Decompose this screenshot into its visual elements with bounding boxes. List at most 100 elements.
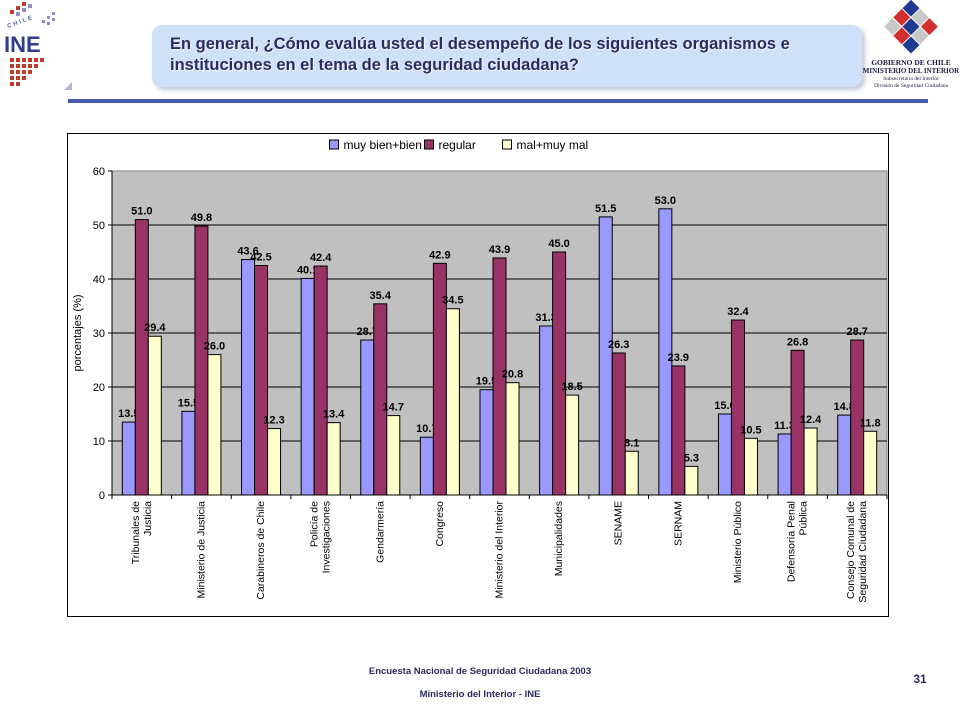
slide-title: En general, ¿Cómo evalúa usted el desemp… — [170, 35, 790, 74]
data-label: 13.5 — [118, 408, 139, 420]
data-label: 45.0 — [548, 238, 569, 250]
category-label-line: Carabineros de Chile — [255, 501, 267, 600]
bar-2 — [194, 225, 209, 496]
bar-3 — [326, 422, 341, 496]
ine-logo: CHILE INE — [4, 2, 72, 90]
data-label: 43.9 — [489, 244, 510, 256]
category-label-line: Congreso — [434, 501, 446, 547]
category-label: Ministerio Público — [732, 501, 744, 583]
bar-2 — [790, 349, 805, 496]
data-label: 11.8 — [860, 417, 881, 429]
data-label: 11.3 — [774, 420, 795, 432]
data-label: 20.8 — [502, 369, 523, 381]
y-tick-label: 10 — [93, 436, 105, 448]
data-label: 14.8 — [833, 401, 854, 413]
bar-1 — [121, 421, 136, 496]
bar-1 — [539, 325, 554, 496]
gobierno-de-chile-text: GOBIERNO DE CHILE MINISTERIO DEL INTERIO… — [862, 58, 960, 90]
bar-3 — [565, 394, 580, 496]
data-label: 28.7 — [846, 326, 867, 338]
category-label: SENAME — [613, 501, 625, 545]
bar-2 — [552, 251, 567, 496]
data-label: 14.7 — [383, 402, 404, 414]
chart-container: 0 10 20 30 40 50 60 porcentajes (%) 13.5 51.0 29.4… — [67, 133, 889, 617]
category-label-line: Tribunales de — [130, 501, 142, 564]
category-label: Municipalidades — [553, 501, 565, 576]
data-label: 53.0 — [655, 195, 676, 207]
bar-1 — [837, 414, 852, 496]
data-label: 28.7 — [357, 326, 378, 338]
bar-1 — [419, 436, 434, 496]
bar-3 — [624, 450, 639, 496]
bar-3 — [684, 465, 699, 496]
gobierno-de-chile-logo — [884, 0, 938, 54]
y-tick-label: 50 — [93, 220, 105, 232]
y-tick-label: 0 — [99, 490, 105, 502]
gov-line-4: División de Seguridad Ciudadana — [873, 83, 949, 89]
category-label-line: Justicia — [142, 501, 154, 536]
data-label: 31.3 — [535, 312, 556, 324]
bar-3 — [445, 308, 460, 496]
footer: Encuesta Nacional de Seguridad Ciudadana… — [300, 660, 660, 706]
category-label: Consejo Comunal deSeguridad Ciudadana — [845, 501, 869, 603]
footer-ministry: Ministerio del Interior - INE — [419, 689, 541, 700]
gov-line-2: MINISTERIO DEL INTERIOR — [862, 67, 960, 75]
data-label: 34.5 — [442, 295, 463, 307]
category-label-line: Seguridad Ciudadana — [857, 501, 869, 603]
bar-3 — [207, 354, 222, 496]
ine-logo-text: INE — [4, 32, 41, 57]
category-label-line: Ministerio del Interior — [494, 500, 506, 598]
bar-1 — [658, 208, 673, 496]
category-label: Defensoría PenalPública — [786, 501, 810, 582]
category-label: Gendarmería — [374, 501, 386, 563]
bar-2 — [254, 265, 269, 496]
category-label: Carabineros de Chile — [255, 501, 267, 600]
category-label-line: Gendarmería — [374, 501, 386, 563]
bar-3 — [505, 382, 520, 496]
y-tick-label: 60 — [93, 166, 105, 178]
data-label: 23.9 — [668, 352, 689, 364]
category-label-line: Municipalidades — [553, 501, 565, 576]
bar-2 — [611, 352, 626, 496]
data-label: 12.4 — [800, 414, 822, 426]
bar-3 — [147, 335, 162, 496]
bar-1 — [717, 413, 732, 496]
ine-country-text: CHILE — [7, 15, 35, 30]
bar-2 — [850, 339, 865, 496]
y-tick-label: 40 — [93, 274, 105, 286]
category-label-line: Consejo Comunal de — [845, 501, 857, 599]
bar-2 — [134, 219, 149, 496]
category-label-line: SENAME — [613, 501, 625, 545]
gov-line-3: Subsecretaría del Interior — [883, 76, 939, 82]
data-label: 42.9 — [429, 249, 450, 261]
bar-1 — [360, 339, 375, 496]
data-label: 5.3 — [684, 452, 699, 464]
ine-corner-shape — [64, 82, 72, 90]
category-label: Policía deInvestigaciones — [309, 501, 333, 574]
category-label-line: Investigaciones — [321, 501, 333, 573]
bar-2 — [373, 303, 388, 496]
footer-survey-name: Encuesta Nacional de Seguridad Ciudadana… — [368, 666, 592, 677]
legend-label: regular — [439, 138, 476, 152]
bar-1 — [241, 259, 256, 496]
header-divider — [68, 99, 928, 103]
data-label: 8.1 — [624, 437, 639, 449]
data-label: 32.4 — [727, 306, 749, 318]
category-label: Congreso — [434, 501, 446, 547]
bar-1 — [300, 277, 315, 496]
category-label: Tribunales deJusticia — [130, 501, 154, 564]
legend-label: muy bien+bien — [344, 138, 422, 152]
bar-1 — [777, 433, 792, 496]
category-label-line: Defensoría Penal — [786, 501, 798, 582]
bar-2 — [730, 319, 745, 496]
data-label: 13.4 — [323, 409, 345, 421]
data-label: 15.5 — [178, 397, 199, 409]
legend-swatch — [424, 139, 434, 150]
category-label-line: Policía de — [309, 501, 321, 547]
data-label: 40.1 — [297, 264, 318, 276]
page-number: 31 — [913, 672, 927, 686]
category-label: Ministerio de Justicia — [195, 501, 207, 599]
data-label: 42.5 — [250, 252, 271, 264]
legend-swatch — [502, 139, 512, 150]
bar-1 — [598, 216, 613, 496]
